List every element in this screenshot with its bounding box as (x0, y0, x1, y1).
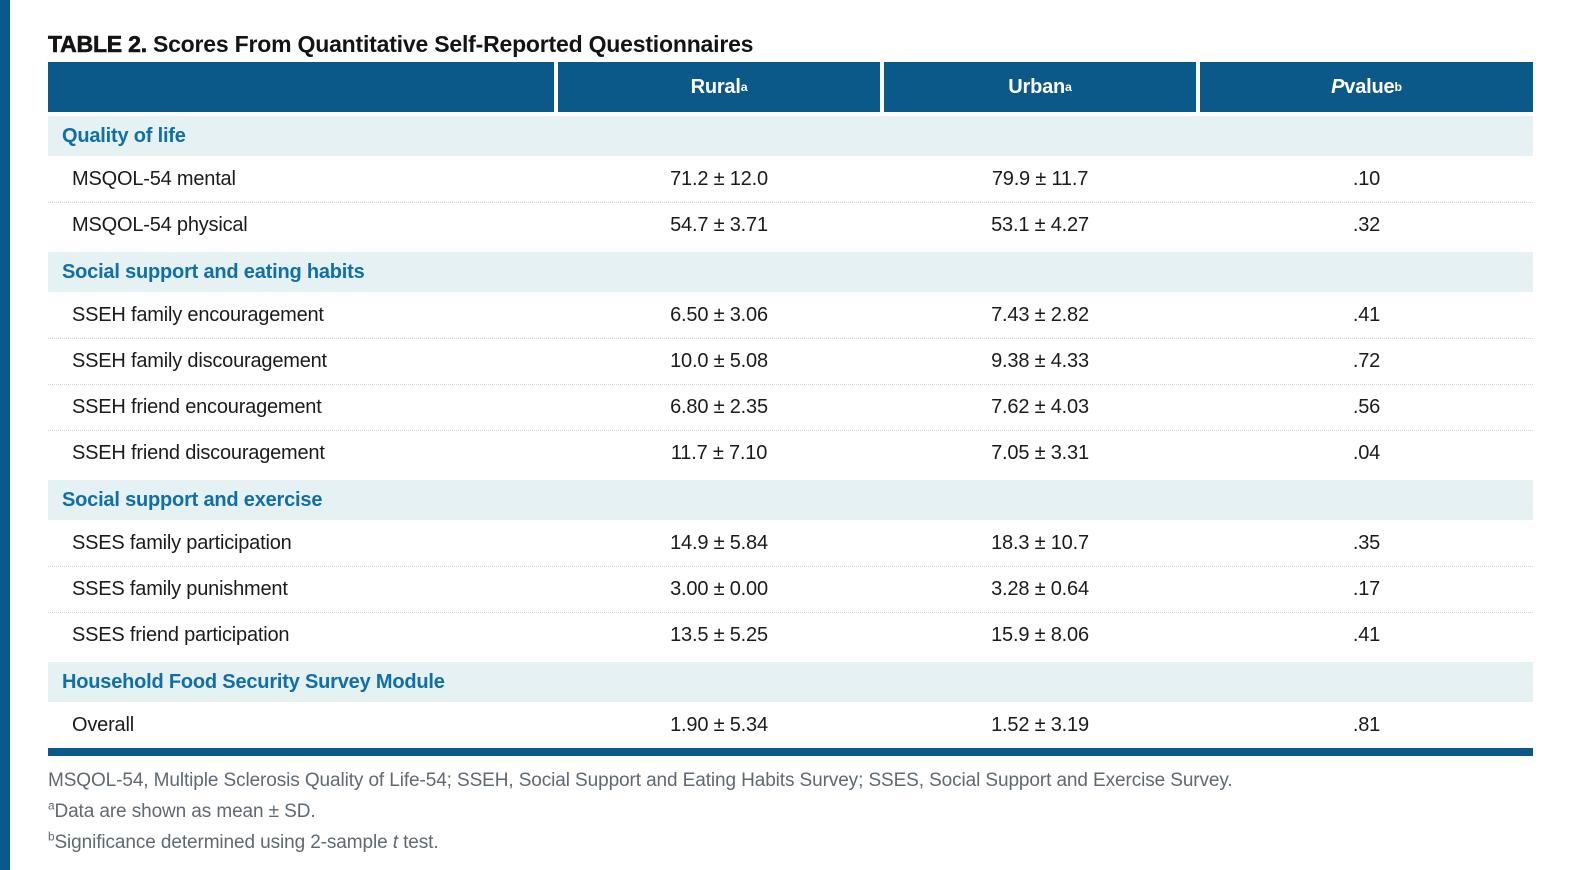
urban-value: 15.9 ± 8.06 (991, 624, 1089, 646)
table-row: SSEH family encouragement 6.50 ± 3.06 7.… (48, 292, 1533, 338)
table-title-text: Scores From Quantitative Self-Reported Q… (152, 31, 754, 57)
header-label-urban: Urban (1008, 75, 1066, 98)
table-row: SSEH friend encouragement 6.80 ± 2.35 7.… (48, 384, 1533, 430)
footnote-abbreviations: MSQOL-54, Multiple Sclerosis Quality of … (48, 770, 1233, 791)
urban-value: 3.28 ± 0.64 (991, 578, 1089, 600)
p-value: .41 (1352, 303, 1381, 326)
rural-value: 3.00 ± 0.00 (670, 578, 768, 600)
p-value: .56 (1352, 396, 1381, 418)
table-bottom-rule (48, 748, 1533, 756)
row-label: SSEH friend encouragement (72, 396, 322, 418)
header-cell-urban: Urban a (884, 62, 1196, 112)
section-header-exercise: Social support and exercise (48, 480, 1533, 520)
p-value: .17 (1352, 578, 1381, 600)
row-label: SSES friend participation (72, 624, 290, 646)
table-title: TABLE 2. Scores From Quantitative Self-Re… (48, 30, 1533, 58)
table-row: SSEH family discouragement 10.0 ± 5.08 9… (48, 338, 1533, 384)
data-table: Rural a Urban a P value b Quality of life M… (48, 62, 1533, 756)
urban-value: 7.43 ± 2.82 (991, 303, 1089, 326)
row-label: SSEH friend discouragement (72, 442, 325, 464)
table-row: MSQOL-54 physical 54.7 ± 3.71 53.1 ± 4.2… (48, 202, 1533, 248)
table-figure: TABLE 2. Scores From Quantitative Self-Re… (48, 0, 1533, 858)
header-cell-rural: Rural a (558, 62, 880, 112)
urban-value: 79.9 ± 11.7 (991, 167, 1089, 190)
row-label: SSEH family encouragement (72, 303, 324, 326)
p-value: .41 (1352, 624, 1381, 646)
footnote-b: bSignificance determined using 2-sample … (48, 827, 1533, 858)
row-label: Overall (72, 713, 134, 736)
table-footnotes: MSQOL-54, Multiple Sclerosis Quality of … (48, 765, 1533, 858)
rural-value: 11.7 ± 7.10 (670, 442, 768, 464)
rural-value: 6.80 ± 2.35 (670, 396, 768, 418)
row-label: SSEH family discouragement (72, 350, 327, 372)
table-header-row: Rural a Urban a P value b (48, 62, 1533, 112)
header-pvalue-italic-p: P (1331, 75, 1345, 98)
table-row: SSES family participation 14.9 ± 5.84 18… (48, 520, 1533, 566)
footnote-b-italic-t: t (392, 832, 398, 853)
table-row: SSES family punishment 3.00 ± 0.00 3.28 … (48, 566, 1533, 612)
footnote-b-post: test. (397, 832, 439, 853)
urban-value: 53.1 ± 4.27 (991, 214, 1089, 236)
rural-value: 54.7 ± 3.71 (670, 214, 768, 236)
footnote-b-sup: b (48, 830, 55, 844)
p-value: .10 (1352, 167, 1381, 190)
header-label-pvalue: value (1344, 75, 1395, 98)
footnote-a: aData are shown as mean ± SD. (48, 796, 1533, 827)
section-header-quality-of-life: Quality of life (48, 116, 1533, 156)
rural-value: 1.90 ± 5.34 (670, 713, 768, 736)
header-label-rural: Rural (690, 75, 741, 98)
p-value: .35 (1352, 531, 1381, 554)
table-number-label: TABLE 2. (48, 31, 148, 58)
row-label: MSQOL-54 physical (72, 214, 248, 236)
table-row: SSES friend participation 13.5 ± 5.25 15… (48, 612, 1533, 658)
urban-value: 18.3 ± 10.7 (991, 531, 1089, 554)
p-value: .72 (1352, 350, 1381, 372)
left-accent-bar (0, 0, 10, 870)
section-header-food-security: Household Food Security Survey Module (48, 662, 1533, 702)
row-label: SSES family punishment (72, 578, 288, 600)
footnote-b-pre: Significance determined using 2-sample (54, 832, 393, 853)
section-header-eating-habits: Social support and eating habits (48, 252, 1533, 292)
rural-value: 14.9 ± 5.84 (670, 531, 768, 554)
footnote-a-sup: a (48, 799, 55, 813)
rural-value: 71.2 ± 12.0 (670, 167, 768, 190)
row-label: SSES family participation (72, 531, 292, 554)
urban-value: 7.05 ± 3.31 (991, 442, 1089, 464)
p-value: .04 (1352, 442, 1381, 464)
footnote-a-text: Data are shown as mean ± SD. (54, 801, 316, 822)
rural-value: 10.0 ± 5.08 (670, 350, 768, 372)
rural-value: 13.5 ± 5.25 (670, 624, 768, 646)
rural-value: 6.50 ± 3.06 (670, 303, 768, 326)
table-row: MSQOL-54 mental 71.2 ± 12.0 79.9 ± 11.7 … (48, 156, 1533, 202)
urban-value: 9.38 ± 4.33 (991, 350, 1089, 372)
p-value: .32 (1352, 214, 1381, 236)
table-row: Overall 1.90 ± 5.34 1.52 ± 3.19 .81 (48, 702, 1533, 748)
p-value: .81 (1352, 713, 1381, 736)
urban-value: 7.62 ± 4.03 (991, 396, 1089, 418)
header-cell-empty (48, 62, 554, 112)
table-row: SSEH friend discouragement 11.7 ± 7.10 7… (48, 430, 1533, 476)
row-label: MSQOL-54 mental (72, 167, 236, 190)
header-cell-pvalue: P value b (1200, 62, 1533, 112)
urban-value: 1.52 ± 3.19 (991, 713, 1089, 736)
